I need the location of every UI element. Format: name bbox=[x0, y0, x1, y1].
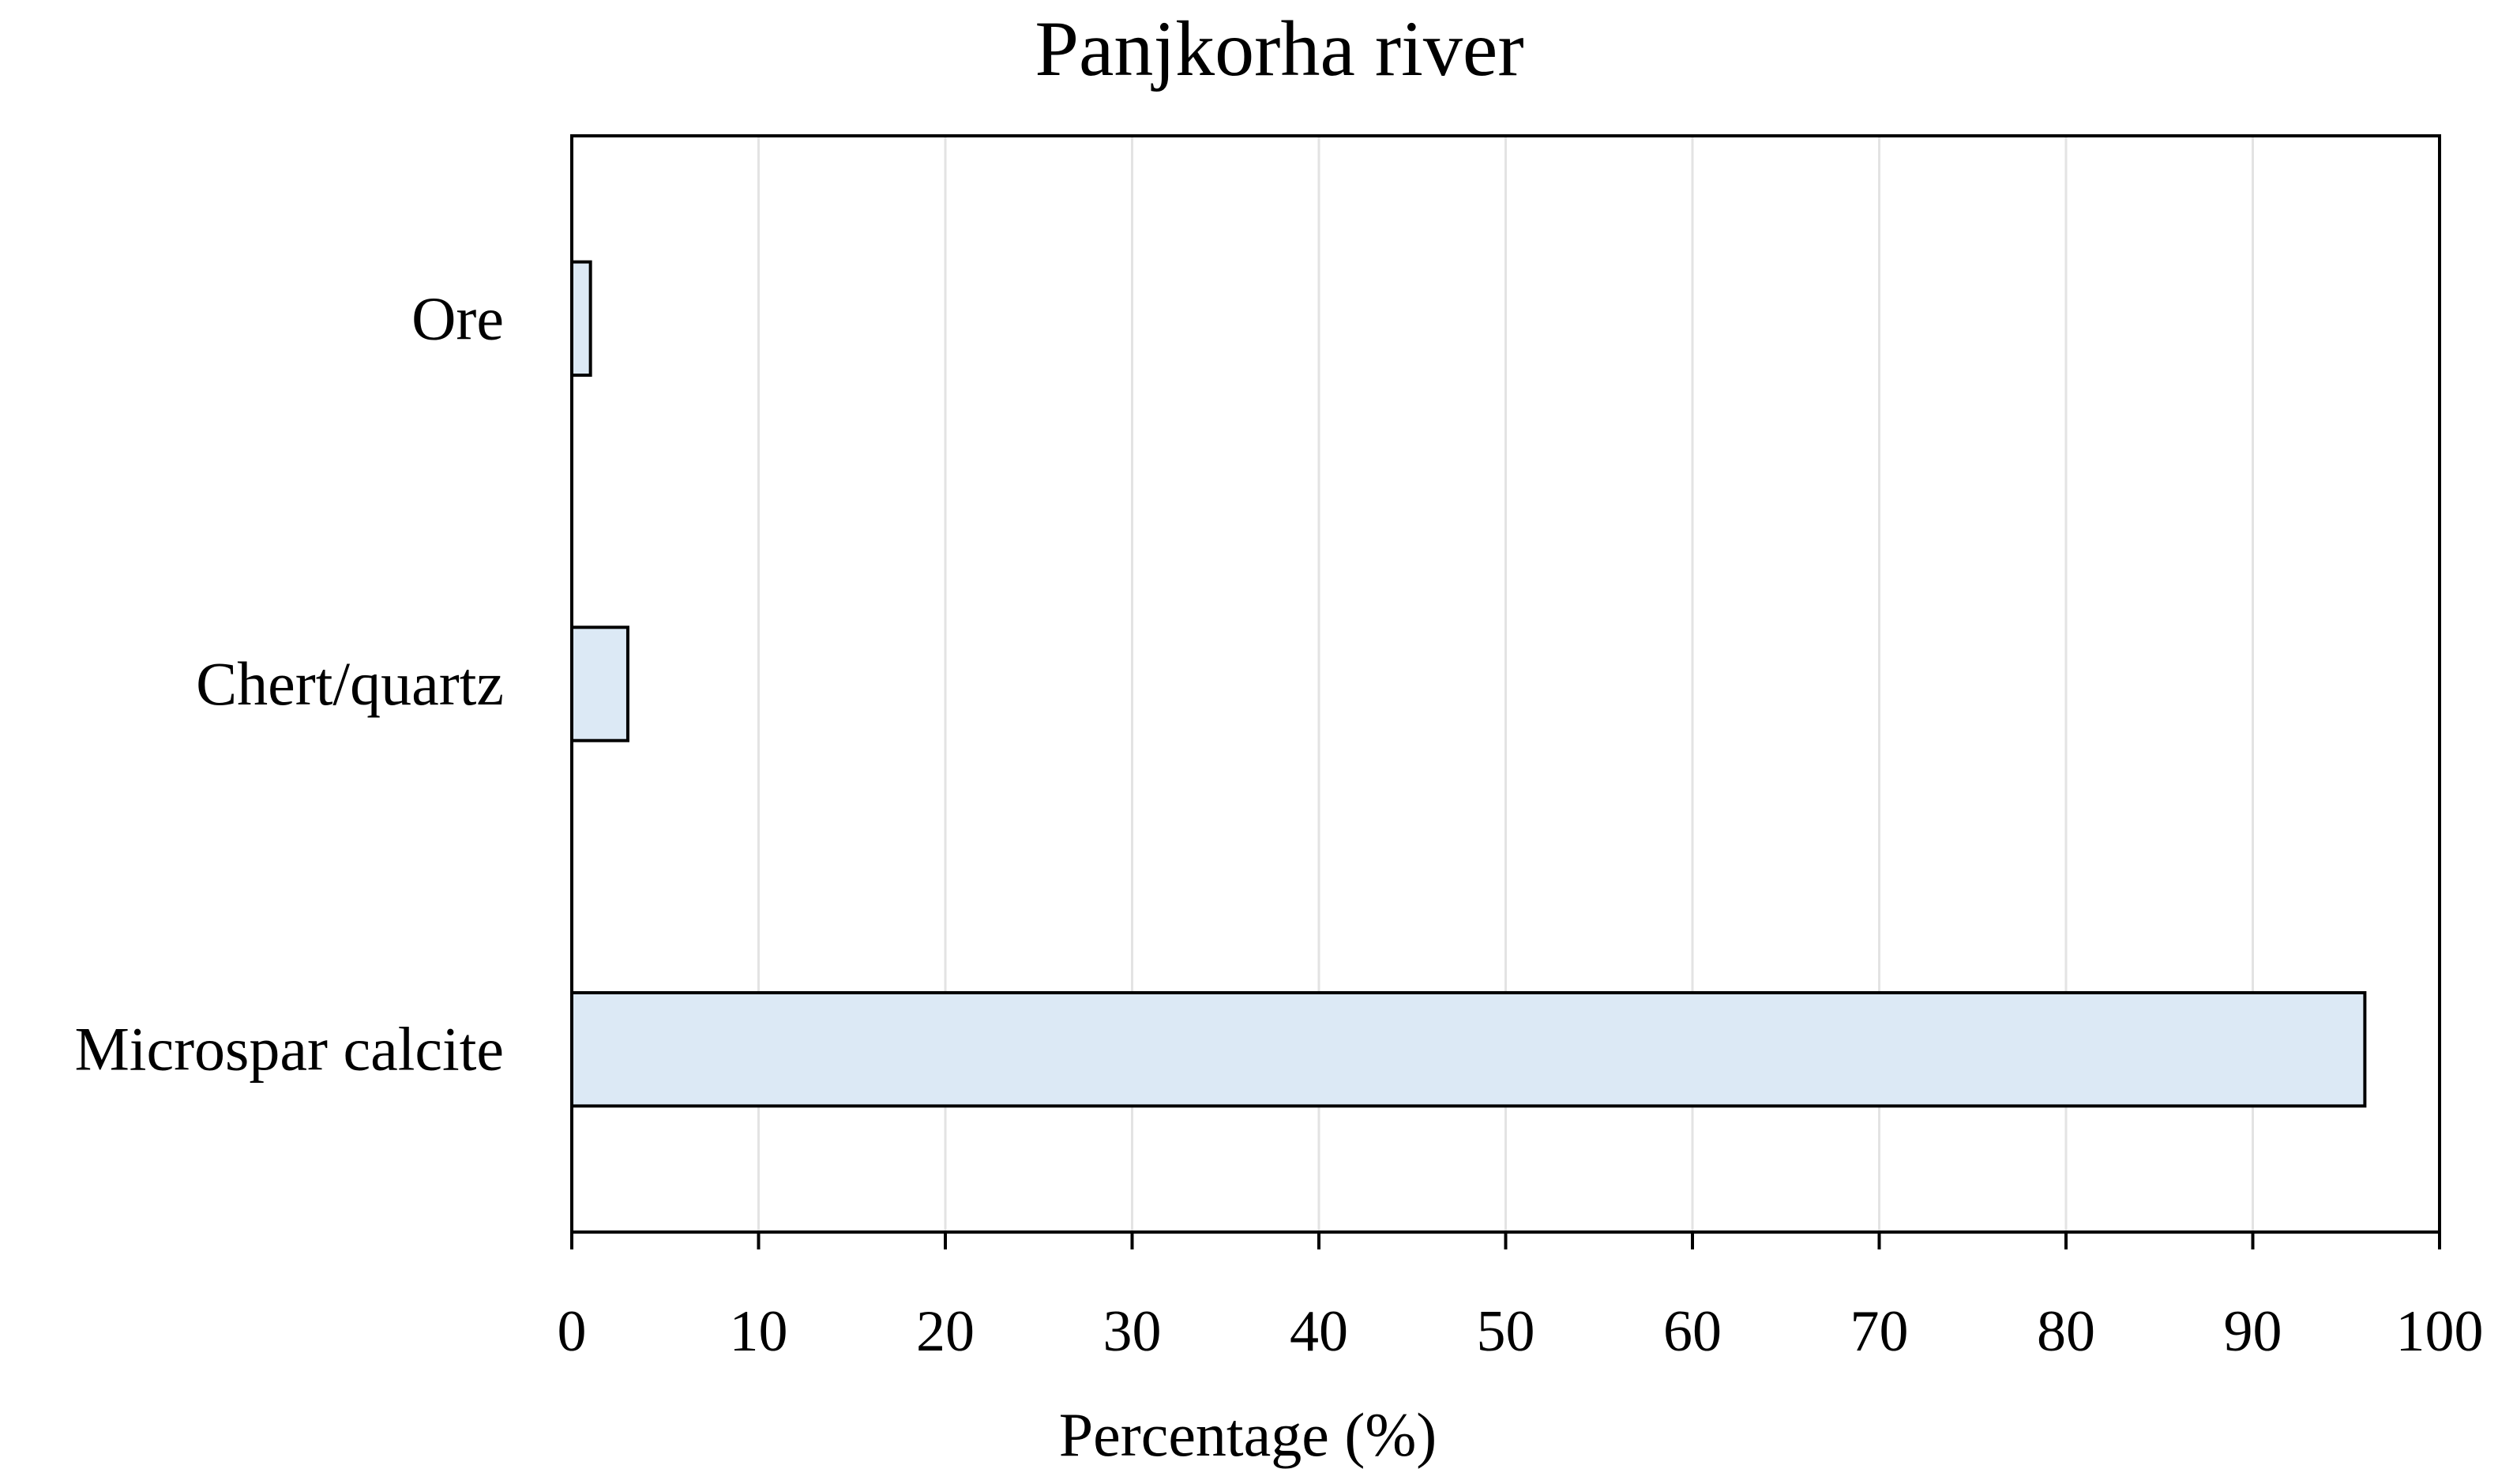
chart-title: Panjkorha river bbox=[1035, 5, 1523, 92]
x-tick-label: 80 bbox=[2037, 1299, 2095, 1364]
x-tick-label: 100 bbox=[2396, 1299, 2484, 1364]
x-tick-label: 50 bbox=[1477, 1299, 1535, 1364]
x-tick-label: 20 bbox=[916, 1299, 975, 1364]
category-label: Chert/quartz bbox=[196, 649, 504, 718]
x-tick-label: 30 bbox=[1103, 1299, 1162, 1364]
x-tick-label: 40 bbox=[1290, 1299, 1348, 1364]
gridlines bbox=[757, 136, 2254, 1232]
bar-microspar-calcite bbox=[570, 990, 2367, 1108]
y-axis-categories: Ore Chert/quartz Microspar calcite bbox=[74, 284, 504, 1083]
x-tick-label: 10 bbox=[730, 1299, 788, 1364]
x-axis-title: Percentage (%) bbox=[1059, 1400, 1437, 1469]
bar-chert-quartz bbox=[570, 626, 629, 742]
x-tick-label: 90 bbox=[2224, 1299, 2282, 1364]
x-tick-label: 0 bbox=[558, 1299, 587, 1364]
x-tick-label: 60 bbox=[1663, 1299, 1722, 1364]
category-label: Microspar calcite bbox=[74, 1015, 504, 1084]
bar-ore bbox=[570, 260, 592, 378]
x-tick-label: 70 bbox=[1850, 1299, 1909, 1364]
category-label: Ore bbox=[411, 284, 504, 352]
x-axis-ticks: 0 10 20 30 40 50 60 70 80 90 100 bbox=[558, 1232, 2484, 1364]
bars bbox=[570, 260, 2367, 1108]
